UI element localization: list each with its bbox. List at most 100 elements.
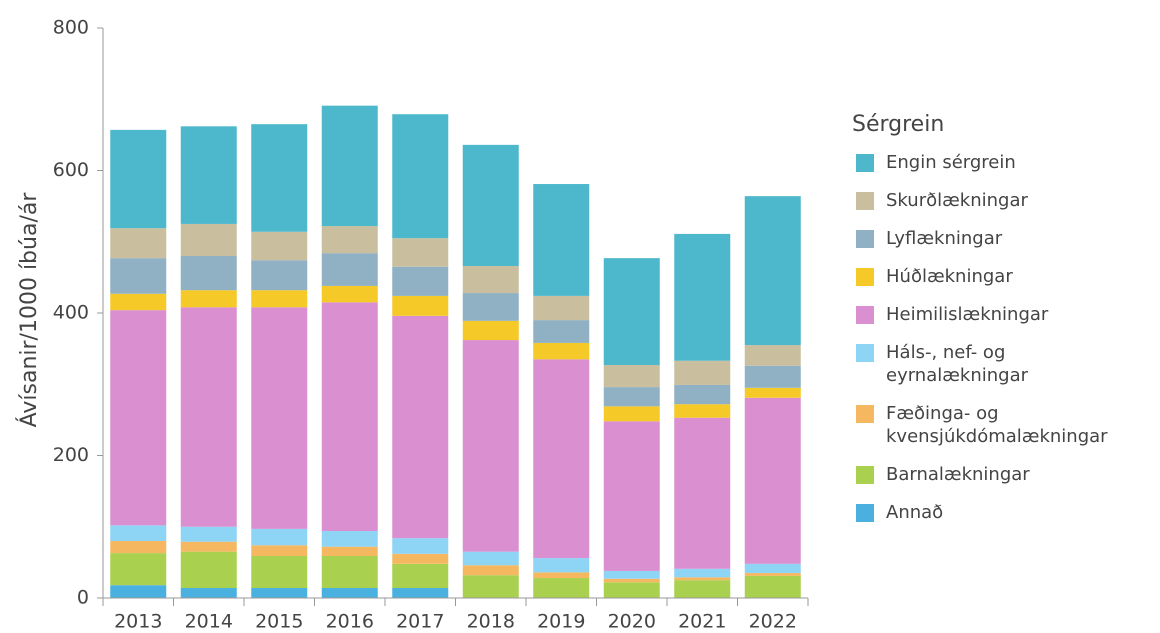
bar-segment <box>744 196 801 346</box>
bar-segment <box>533 558 590 573</box>
y-axis-title: Ávísanir/1000 íbúa/ár <box>16 192 42 428</box>
bar-segment <box>533 320 590 343</box>
bar-segment <box>110 553 167 586</box>
bar-segment <box>744 387 801 398</box>
bar-segment <box>251 124 308 232</box>
bar-segment <box>603 582 660 598</box>
x-tick-label: 2014 <box>185 611 233 633</box>
legend-item: Fæðinga- og kvensjúkdómalækningar <box>852 402 1124 448</box>
bar-segment <box>321 531 378 547</box>
bar-segment <box>110 258 167 294</box>
legend: Sérgrein Engin sérgrein Skurðlækningar Lyf… <box>852 112 1124 539</box>
bar-segment <box>251 545 308 556</box>
bar-segment <box>744 573 801 576</box>
x-tick-label: 2021 <box>678 611 726 633</box>
bar-segment <box>321 226 378 254</box>
legend-swatch <box>856 405 874 423</box>
bar-segment <box>392 315 449 539</box>
bar-segment <box>603 406 660 422</box>
bar-segment <box>674 580 731 598</box>
legend-swatch <box>856 504 874 522</box>
bar-segment <box>180 551 237 589</box>
bar-segment <box>251 231 308 261</box>
bar-segment <box>251 555 308 589</box>
bar-segment <box>603 578 660 583</box>
bar-segment <box>533 578 590 598</box>
bar-segment <box>392 266 449 296</box>
bar-segment <box>321 588 378 598</box>
x-tick-label: 2022 <box>749 611 797 633</box>
bar-segment <box>462 293 519 321</box>
legend-label: Engin sérgrein <box>886 152 1016 173</box>
bar-segment <box>392 114 449 239</box>
legend-swatch <box>856 230 874 248</box>
bar-segment <box>321 253 378 286</box>
bar-segment <box>180 290 237 308</box>
bar-segment <box>462 551 519 566</box>
bar-segment <box>744 365 801 388</box>
y-tick-label: 400 <box>53 302 89 324</box>
bar-segment <box>674 568 731 578</box>
bar-segment <box>110 585 167 598</box>
bar-segment <box>321 555 378 589</box>
bar-segment <box>462 265 519 294</box>
bar-segment <box>674 384 731 405</box>
bar-segment <box>180 588 237 598</box>
bar-segment <box>533 359 590 559</box>
bar-segment <box>110 293 167 311</box>
bar-segment <box>462 144 519 266</box>
bar-segment <box>392 295 449 316</box>
bar-segment <box>533 295 590 321</box>
y-tick-label: 800 <box>53 17 89 39</box>
legend-item: Heimilislækningar <box>852 303 1124 326</box>
bar-segment <box>251 307 308 529</box>
bar-segment <box>674 417 731 569</box>
x-tick-label: 2013 <box>114 611 162 633</box>
bar-segment <box>392 588 449 598</box>
bar-segment <box>603 570 660 579</box>
bar-segment <box>321 302 378 532</box>
bar-segment <box>744 345 801 366</box>
legend-item: Háls-, nef- og eyrnalækningar <box>852 341 1124 387</box>
legend-label: Skurðlækningar <box>886 190 1028 211</box>
legend-item: Annað <box>852 501 1124 524</box>
bar-segment <box>674 360 731 385</box>
bar-segment <box>251 528 308 546</box>
legend-swatch <box>856 344 874 362</box>
bar-segment <box>462 565 519 576</box>
bar-segment <box>392 553 449 564</box>
legend-title: Sérgrein <box>852 112 945 137</box>
bar-segment <box>744 397 801 564</box>
bar-segment <box>674 404 731 418</box>
bar-segment <box>251 260 308 291</box>
bar-segment <box>392 238 449 267</box>
legend-label: Heimilislækningar <box>886 304 1049 325</box>
y-tick-label: 200 <box>53 444 89 466</box>
legend-swatch <box>856 154 874 172</box>
bar-segment <box>180 126 237 224</box>
bar-segment <box>603 258 660 366</box>
y-tick-label: 0 <box>77 587 89 609</box>
bar-segment <box>180 541 237 552</box>
legend-label: Lyflækningar <box>886 228 1003 249</box>
x-tick-label: 2016 <box>326 611 374 633</box>
bar-segment <box>180 256 237 291</box>
bar-segment <box>533 184 590 296</box>
x-tick-label: 2020 <box>608 611 656 633</box>
bar-segment <box>321 285 378 303</box>
x-tick-label: 2017 <box>396 611 444 633</box>
bar-segment <box>744 575 801 598</box>
bar-segment <box>392 538 449 554</box>
bar-segment <box>321 105 378 227</box>
bar-segment <box>462 320 519 341</box>
bar-segment <box>462 340 519 552</box>
bar-segment <box>110 541 167 554</box>
bar-segment <box>674 233 731 361</box>
x-tick-label: 2019 <box>537 611 585 633</box>
bar-segment <box>180 223 237 256</box>
legend-label: Fæðinga- og kvensjúkdómalækningar <box>886 403 1108 447</box>
legend-label: Annað <box>886 502 944 523</box>
legend-item: Barnalækningar <box>852 463 1124 486</box>
